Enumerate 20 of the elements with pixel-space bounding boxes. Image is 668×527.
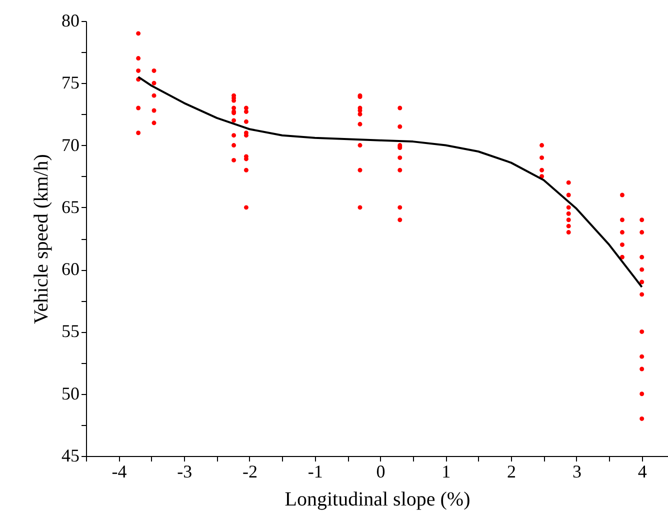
x-tick-label: 3 [572,462,582,482]
line-series [137,76,643,288]
x-tick-label: -3 [177,462,192,482]
y-tick-label: 55 [62,321,80,342]
y-tick-label: 80 [62,10,80,30]
x-tick-label: -2 [242,462,258,482]
y-tick-label: 60 [62,259,80,280]
y-axis-title: Vehicle speed (km/h) [30,154,52,324]
y-tick-label: 75 [62,72,80,93]
x-tick-label: 2 [507,462,516,482]
y-tick-label: 65 [62,196,80,217]
x-axis-title: Longitudinal slope (%) [284,488,470,510]
x-tick-label: 4 [638,462,647,482]
y-tick-label: 45 [62,446,80,466]
x-tick-label: -4 [112,462,127,482]
x-tick-label: -1 [308,462,323,482]
x-tick-label: 0 [376,462,386,482]
x-tick-label: 1 [442,462,451,482]
y-tick-label: 50 [62,383,80,404]
y-tick-label: 70 [62,134,80,155]
